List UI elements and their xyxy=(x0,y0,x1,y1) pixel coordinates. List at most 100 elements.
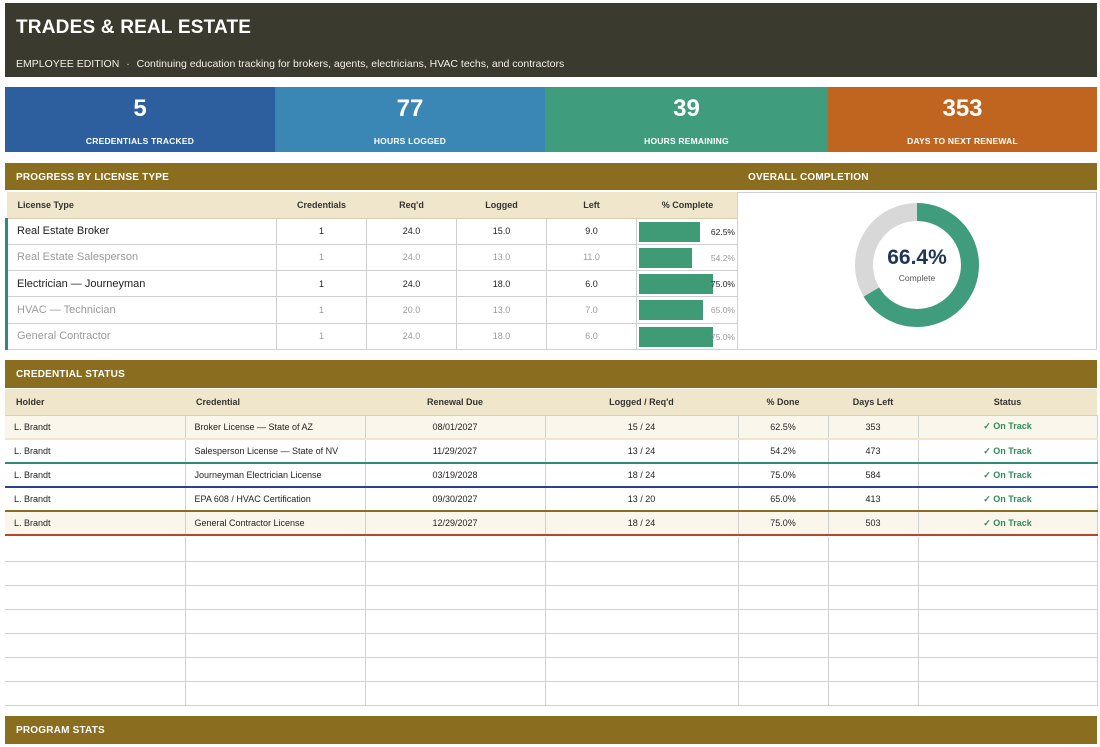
credential-cell[interactable]: Broker License — State of AZ xyxy=(185,415,366,440)
table-row[interactable]: L. Brandt Salesperson License — State of … xyxy=(5,439,1098,464)
holder-cell[interactable]: L. Brandt xyxy=(5,439,186,464)
empty-cell[interactable] xyxy=(185,561,366,586)
left-cell[interactable]: 9.0 xyxy=(546,218,637,245)
days-left-cell[interactable]: 473 xyxy=(828,439,919,464)
empty-cell[interactable] xyxy=(738,633,829,658)
empty-cell[interactable] xyxy=(185,681,366,706)
empty-cell[interactable] xyxy=(5,561,186,586)
table-row[interactable]: General Contractor 1 24.0 18.0 6.0 75.0% xyxy=(5,323,739,350)
empty-cell[interactable] xyxy=(918,537,1098,562)
empty-cell[interactable] xyxy=(185,657,366,682)
empty-cell[interactable] xyxy=(5,633,186,658)
empty-cell[interactable] xyxy=(365,657,546,682)
column-header[interactable]: Logged / Req'd xyxy=(545,389,738,416)
status-cell[interactable]: ✓ On Track xyxy=(918,511,1098,536)
empty-cell[interactable] xyxy=(738,537,829,562)
left-cell[interactable]: 6.0 xyxy=(546,270,637,298)
credential-cell[interactable]: EPA 608 / HVAC Certification xyxy=(185,487,366,512)
logged-cell[interactable]: 18.0 xyxy=(456,270,547,298)
table-row[interactable]: L. Brandt Broker License — State of AZ 08/… xyxy=(5,415,1098,440)
license-type-cell[interactable]: HVAC — Technician xyxy=(5,296,277,324)
empty-cell[interactable] xyxy=(365,681,546,706)
left-cell[interactable]: 6.0 xyxy=(546,323,637,350)
column-header[interactable]: License Type xyxy=(6,192,277,219)
credentials-cell[interactable]: 1 xyxy=(276,323,367,350)
reqd-cell[interactable]: 24.0 xyxy=(366,323,457,350)
credentials-cell[interactable]: 1 xyxy=(276,270,367,298)
pct-done-cell[interactable]: 65.0% xyxy=(738,487,829,512)
empty-cell[interactable] xyxy=(545,609,739,634)
empty-cell[interactable] xyxy=(918,609,1098,634)
reqd-cell[interactable]: 24.0 xyxy=(366,218,457,245)
empty-cell[interactable] xyxy=(5,657,186,682)
logged-cell[interactable]: 15.0 xyxy=(456,218,547,245)
empty-cell[interactable] xyxy=(5,609,186,634)
column-header[interactable]: Logged xyxy=(456,192,547,219)
logged-reqd-cell[interactable]: 15 / 24 xyxy=(545,415,739,440)
reqd-cell[interactable]: 20.0 xyxy=(366,296,457,324)
empty-cell[interactable] xyxy=(918,585,1098,610)
table-row[interactable]: Real Estate Salesperson 1 24.0 13.0 11.0… xyxy=(5,244,739,272)
empty-cell[interactable] xyxy=(738,657,829,682)
license-type-cell[interactable]: Real Estate Broker xyxy=(5,218,277,245)
column-header[interactable]: Holder xyxy=(5,389,185,416)
status-cell[interactable]: ✓ On Track xyxy=(918,415,1098,440)
left-cell[interactable]: 11.0 xyxy=(546,244,637,272)
empty-cell[interactable] xyxy=(918,633,1098,658)
logged-cell[interactable]: 13.0 xyxy=(456,296,547,324)
table-row[interactable]: L. Brandt General Contractor License 12/29… xyxy=(5,511,1098,536)
empty-cell[interactable] xyxy=(738,681,829,706)
credential-cell[interactable]: Salesperson License — State of NV xyxy=(185,439,366,464)
empty-cell[interactable] xyxy=(828,657,919,682)
renewal-due-cell[interactable]: 12/29/2027 xyxy=(365,511,546,536)
empty-cell[interactable] xyxy=(828,609,919,634)
reqd-cell[interactable]: 24.0 xyxy=(366,270,457,298)
pct-done-cell[interactable]: 75.0% xyxy=(738,463,829,488)
credentials-cell[interactable]: 1 xyxy=(276,218,367,245)
empty-cell[interactable] xyxy=(918,657,1098,682)
logged-cell[interactable]: 13.0 xyxy=(456,244,547,272)
table-row[interactable]: HVAC — Technician 1 20.0 13.0 7.0 65.0% xyxy=(5,296,739,324)
column-header[interactable]: Credentials xyxy=(276,192,367,219)
empty-cell[interactable] xyxy=(918,681,1098,706)
table-row[interactable]: L. Brandt Journeyman Electrician License 0… xyxy=(5,463,1098,488)
empty-cell[interactable] xyxy=(5,537,186,562)
credentials-cell[interactable]: 1 xyxy=(276,296,367,324)
empty-cell[interactable] xyxy=(828,537,919,562)
credential-cell[interactable]: Journeyman Electrician License xyxy=(185,463,366,488)
left-cell[interactable]: 7.0 xyxy=(546,296,637,324)
column-header[interactable]: Req'd xyxy=(366,192,457,219)
empty-cell[interactable] xyxy=(545,657,739,682)
holder-cell[interactable]: L. Brandt xyxy=(5,463,186,488)
holder-cell[interactable]: L. Brandt xyxy=(5,511,186,536)
empty-cell[interactable] xyxy=(738,561,829,586)
days-left-cell[interactable]: 353 xyxy=(828,415,919,440)
column-header[interactable]: Days Left xyxy=(828,389,918,416)
table-row[interactable]: Real Estate Broker 1 24.0 15.0 9.0 62.5% xyxy=(5,218,739,245)
empty-cell[interactable] xyxy=(545,633,739,658)
empty-cell[interactable] xyxy=(365,633,546,658)
logged-reqd-cell[interactable]: 13 / 24 xyxy=(545,439,739,464)
license-type-cell[interactable]: General Contractor xyxy=(5,323,277,350)
pct-complete-cell[interactable]: 54.2% xyxy=(636,244,739,272)
column-header[interactable]: Renewal Due xyxy=(365,389,545,416)
status-cell[interactable]: ✓ On Track xyxy=(918,463,1098,488)
table-row[interactable]: Electrician — Journeyman 1 24.0 18.0 6.0… xyxy=(5,270,739,298)
empty-cell[interactable] xyxy=(738,585,829,610)
empty-cell[interactable] xyxy=(545,585,739,610)
days-left-cell[interactable]: 413 xyxy=(828,487,919,512)
column-header[interactable]: % Complete xyxy=(636,192,739,219)
status-cell[interactable]: ✓ On Track xyxy=(918,439,1098,464)
pct-complete-cell[interactable]: 75.0% xyxy=(636,323,739,350)
empty-cell[interactable] xyxy=(365,609,546,634)
empty-cell[interactable] xyxy=(828,585,919,610)
credentials-cell[interactable]: 1 xyxy=(276,244,367,272)
renewal-due-cell[interactable]: 08/01/2027 xyxy=(365,415,546,440)
empty-cell[interactable] xyxy=(185,609,366,634)
empty-cell[interactable] xyxy=(545,681,739,706)
status-cell[interactable]: ✓ On Track xyxy=(918,487,1098,512)
empty-cell[interactable] xyxy=(828,561,919,586)
empty-cell[interactable] xyxy=(365,561,546,586)
empty-cell[interactable] xyxy=(545,561,739,586)
empty-cell[interactable] xyxy=(828,633,919,658)
